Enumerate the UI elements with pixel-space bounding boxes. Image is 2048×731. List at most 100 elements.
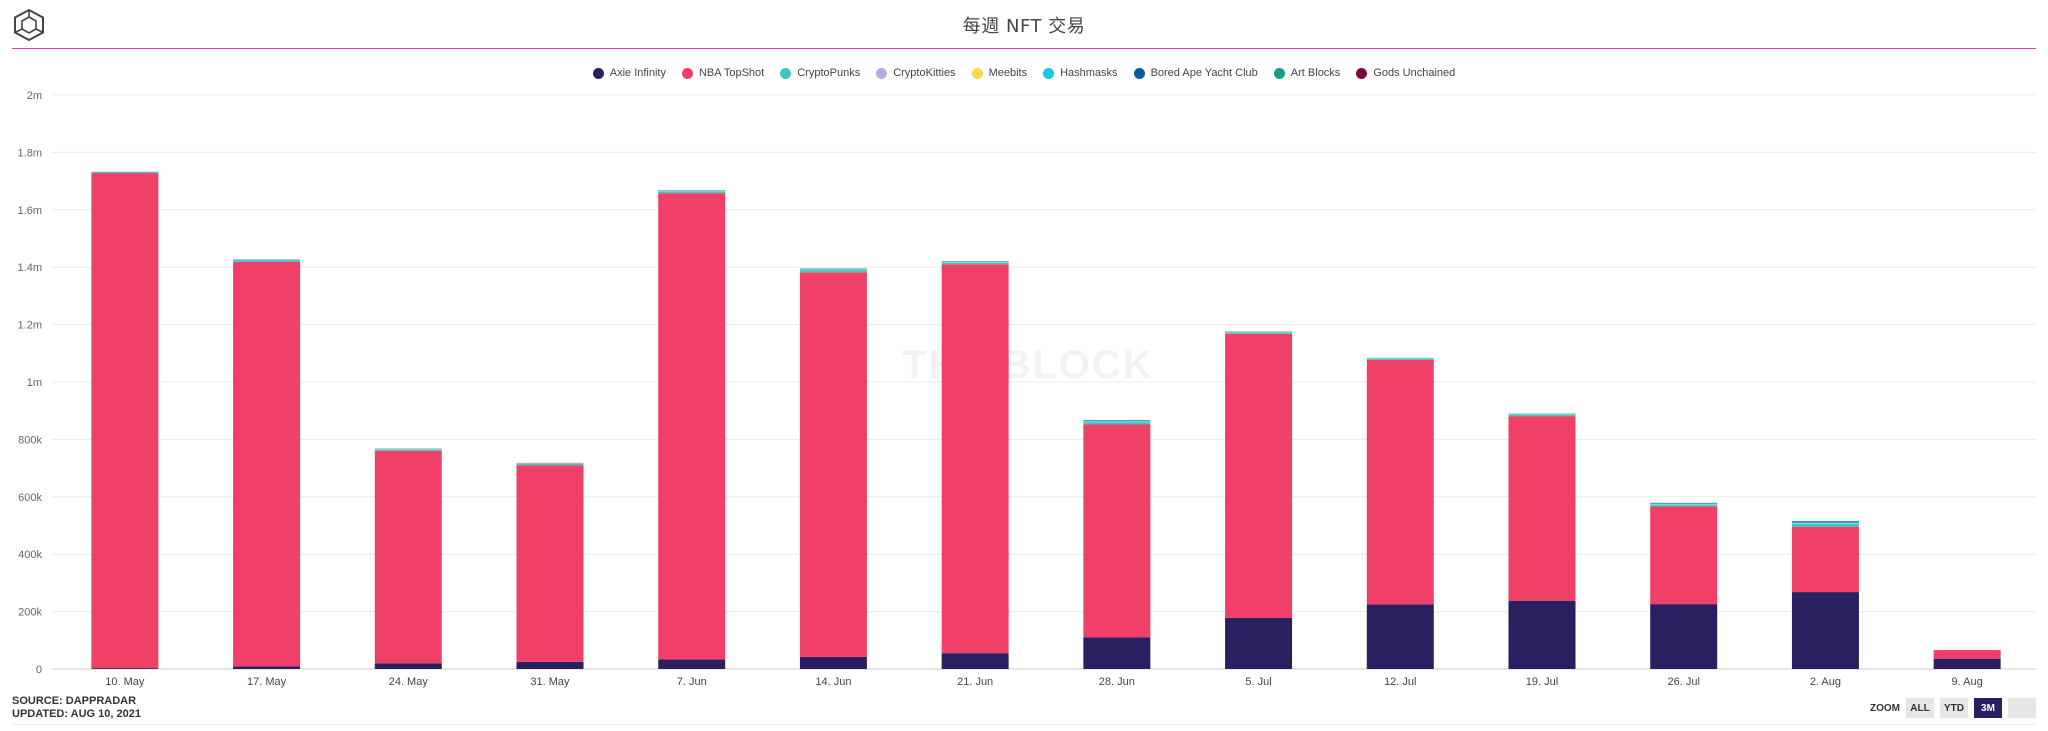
bar-segment bbox=[941, 261, 1009, 263]
legend-swatch bbox=[1273, 67, 1285, 79]
header-divider bbox=[12, 48, 2036, 49]
bar-segment bbox=[1650, 504, 1718, 507]
bar-segment bbox=[1083, 424, 1151, 638]
bar-segment bbox=[799, 656, 867, 669]
legend-swatch bbox=[592, 67, 604, 79]
y-tick-label: 1.8m bbox=[18, 147, 42, 159]
legend-label: CryptoPunks bbox=[797, 67, 861, 79]
x-tick-label: 31. May bbox=[530, 676, 570, 688]
legend-swatch bbox=[780, 67, 792, 79]
bar-segment bbox=[1650, 502, 1718, 504]
y-tick-label: 1.4m bbox=[18, 262, 42, 274]
bar-segment bbox=[516, 463, 584, 466]
bar-segment bbox=[233, 260, 301, 262]
x-tick-label: 24. May bbox=[389, 676, 429, 688]
bar-segment bbox=[1225, 617, 1293, 669]
y-tick-label: 1.6m bbox=[18, 205, 42, 217]
bar-segment bbox=[1083, 420, 1151, 422]
bar-segment bbox=[1225, 333, 1293, 618]
legend-item[interactable]: Gods Unchained bbox=[1356, 67, 1455, 79]
bar-segment bbox=[799, 270, 867, 273]
x-tick-label: 2. Aug bbox=[1810, 676, 1841, 688]
bar-segment bbox=[1791, 523, 1859, 527]
legend-item[interactable]: Meebits bbox=[971, 67, 1028, 79]
cube-logo-icon[interactable] bbox=[12, 8, 46, 42]
bar-segment bbox=[658, 193, 726, 660]
legend-item[interactable]: Bored Ape Yacht Club bbox=[1133, 67, 1258, 79]
bar-segment bbox=[1508, 416, 1576, 601]
bar-segment bbox=[1225, 332, 1293, 334]
legend-label: Axie Infinity bbox=[609, 67, 666, 79]
legend-item[interactable]: NBA TopShot bbox=[681, 67, 764, 79]
bar-segment bbox=[1508, 600, 1576, 669]
bar-segment bbox=[1650, 503, 1718, 505]
bar-segment bbox=[941, 262, 1009, 265]
y-tick-label: 400k bbox=[18, 549, 42, 561]
footer-divider bbox=[12, 724, 2036, 725]
legend-label: CryptoKitties bbox=[893, 67, 956, 79]
x-tick-label: 12. Jul bbox=[1384, 676, 1416, 688]
bar-segment bbox=[91, 668, 159, 669]
bar-segment bbox=[1791, 592, 1859, 669]
stacked-bar-chart: 0 200k 400k 600k 800k 1m 1.2m 1.4m 1.6m 1.8m 2m THE… bbox=[18, 90, 2036, 688]
x-tick-label: 26. Jul bbox=[1668, 676, 1700, 688]
legend-label: Meebits bbox=[988, 67, 1028, 79]
zoom-controls: ZOOM ALL YTD 3M bbox=[1870, 698, 2036, 718]
x-tick-label: 17. May bbox=[247, 676, 287, 688]
bar-segment bbox=[1083, 420, 1151, 421]
zoom-ytd-button[interactable]: YTD bbox=[1940, 698, 1968, 718]
legend-swatch bbox=[876, 67, 888, 79]
legend-swatch bbox=[971, 67, 983, 79]
x-tick-label: 10. May bbox=[105, 676, 145, 688]
bar-segment bbox=[233, 261, 301, 667]
bar-segment bbox=[1791, 520, 1859, 522]
legend-label: Hashmasks bbox=[1060, 67, 1118, 79]
page-title: 每週 NFT 交易 bbox=[962, 16, 1086, 37]
legend-item[interactable]: Axie Infinity bbox=[592, 67, 666, 79]
y-tick-label: 800k bbox=[18, 434, 42, 446]
bar-segment bbox=[1366, 359, 1434, 605]
legend-item[interactable]: CryptoPunks bbox=[780, 67, 860, 79]
bar-segment bbox=[1933, 658, 2001, 669]
zoom-all-button[interactable]: ALL bbox=[1906, 698, 1934, 718]
y-tick-label: 0 bbox=[36, 664, 42, 676]
bar-segment bbox=[941, 653, 1009, 669]
zoom-3m-button[interactable]: 3M bbox=[1974, 698, 2002, 718]
legend-item[interactable]: Art Blocks bbox=[1273, 67, 1340, 79]
legend-swatch bbox=[1133, 67, 1145, 79]
x-tick-label: 9. Aug bbox=[1952, 676, 1983, 688]
bar-segment bbox=[374, 663, 442, 669]
bar-segment bbox=[1508, 415, 1576, 417]
source-note: SOURCE: DAPPRADAR UPDATED: AUG 10, 2021 bbox=[12, 695, 141, 721]
y-tick-label: 2m bbox=[27, 90, 42, 102]
bar-segment bbox=[1933, 650, 2001, 659]
bar-segment bbox=[658, 659, 726, 669]
bar-segment bbox=[1083, 637, 1151, 669]
legend-label: Gods Unchained bbox=[1373, 67, 1456, 79]
bar-segment bbox=[1650, 506, 1718, 605]
x-tick-label: 19. Jul bbox=[1526, 676, 1558, 688]
bar-segment bbox=[799, 272, 867, 657]
zoom-extra-button[interactable] bbox=[2008, 698, 2036, 718]
bar-segment bbox=[1791, 526, 1859, 593]
bar-segment bbox=[374, 449, 442, 451]
legend-item[interactable]: CryptoKitties bbox=[876, 67, 956, 79]
bar-segment bbox=[1650, 604, 1718, 669]
bar-segment bbox=[1791, 522, 1859, 524]
chart-legend: Axie Infinity NBA TopShot CryptoPunks Crypt… bbox=[0, 67, 2048, 79]
bar-segment bbox=[516, 661, 584, 669]
x-tick-label: 7. Jun bbox=[677, 676, 707, 688]
bar-segment bbox=[91, 171, 159, 174]
bar-segment bbox=[799, 268, 867, 270]
y-tick-label: 600k bbox=[18, 492, 42, 504]
updated-line: UPDATED: AUG 10, 2021 bbox=[12, 708, 141, 720]
zoom-label: ZOOM bbox=[1870, 702, 1900, 714]
bar-segment bbox=[233, 666, 301, 669]
legend-item[interactable]: Hashmasks bbox=[1043, 67, 1118, 79]
bar-segment bbox=[658, 191, 726, 194]
bar-segment bbox=[374, 450, 442, 664]
y-tick-label: 1m bbox=[27, 377, 42, 389]
bar-segment bbox=[91, 173, 159, 669]
legend-swatch bbox=[1356, 67, 1368, 79]
legend-swatch bbox=[681, 67, 693, 79]
